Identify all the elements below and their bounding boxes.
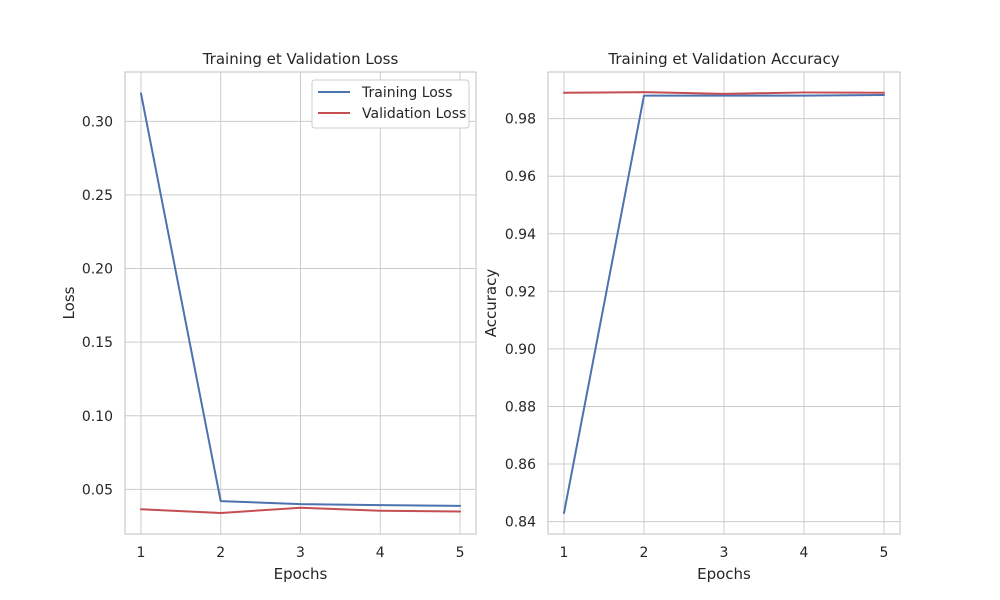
training-series-line: [563, 94, 885, 514]
loss-x-axis-label: Epochs: [274, 565, 328, 583]
x-tick-label: 4: [800, 545, 809, 561]
x-tick-label: 2: [640, 545, 649, 561]
training-series-line: [139, 92, 462, 507]
accuracy-x-axis-label: Epochs: [697, 565, 751, 583]
x-tick-label: 1: [560, 545, 569, 561]
loss-panel: 1 2 3 4 5 0.05 0.10 0.15 0.20 0.25 0.30 Training …: [60, 50, 477, 583]
y-tick-label: 0.10: [82, 409, 113, 425]
accuracy-x-tick-labels: 1 2 3 4 5: [560, 545, 889, 561]
x-tick-label: 5: [880, 545, 889, 561]
legend-label-validation-loss: Validation Loss: [362, 106, 466, 122]
loss-y-tick-labels: 0.05 0.10 0.15 0.20 0.25 0.30: [82, 114, 113, 498]
y-tick-label: 0.15: [82, 335, 113, 351]
validation-series-line: [139, 506, 462, 514]
accuracy-series-lines: [563, 91, 885, 514]
y-tick-label: 0.86: [505, 457, 536, 473]
y-tick-label: 0.98: [505, 112, 536, 128]
y-tick-label: 0.90: [505, 342, 536, 358]
y-tick-label: 0.84: [505, 515, 536, 531]
accuracy-panel: 1 2 3 4 5 0.84 0.86 0.88 0.90 0.92 0.94 0.96 0.98 T…: [482, 50, 901, 583]
y-tick-label: 0.88: [505, 399, 536, 415]
x-tick-label: 3: [296, 545, 305, 561]
legend-frame: [311, 79, 470, 129]
accuracy-chart-title: Training et Validation Accuracy: [607, 50, 839, 68]
y-tick-label: 0.05: [82, 482, 113, 498]
loss-y-axis-label: Loss: [60, 286, 78, 319]
y-tick-label: 0.30: [82, 114, 113, 130]
x-tick-label: 3: [720, 545, 729, 561]
loss-chart-title: Training et Validation Loss: [202, 50, 399, 68]
y-tick-label: 0.20: [82, 262, 113, 278]
loss-legend: Training Loss Validation Loss: [311, 79, 470, 129]
y-tick-label: 0.96: [505, 169, 536, 185]
x-tick-label: 1: [136, 545, 145, 561]
loss-series-lines: [139, 92, 462, 514]
x-tick-label: 2: [216, 545, 225, 561]
y-tick-label: 0.94: [505, 227, 536, 243]
y-tick-label: 0.92: [505, 284, 536, 300]
loss-x-tick-labels: 1 2 3 4 5: [136, 545, 464, 561]
validation-series-line: [563, 91, 885, 95]
x-tick-label: 4: [376, 545, 385, 561]
accuracy-gridlines: [548, 72, 900, 534]
accuracy-y-axis-label: Accuracy: [482, 269, 500, 338]
accuracy-y-tick-labels: 0.84 0.86 0.88 0.90 0.92 0.94 0.96 0.98: [505, 112, 536, 531]
loss-gridlines: [125, 72, 476, 534]
y-tick-label: 0.25: [82, 188, 113, 204]
legend-label-training-loss: Training Loss: [361, 85, 452, 101]
x-tick-label: 5: [456, 545, 465, 561]
